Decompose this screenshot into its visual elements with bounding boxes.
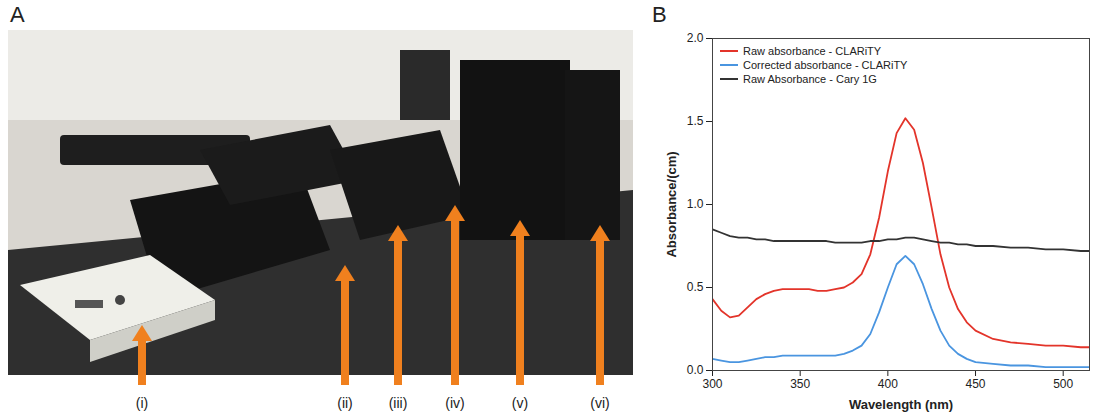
svg-text:350: 350 [790,377,810,391]
svg-text:1.0: 1.0 [687,197,704,211]
svg-text:(ii): (ii) [337,395,353,411]
svg-text:0.0: 0.0 [687,363,704,377]
svg-text:(iii): (iii) [389,395,408,411]
svg-text:300: 300 [702,377,722,391]
svg-text:1.5: 1.5 [687,114,704,128]
svg-text:2.0: 2.0 [687,31,704,45]
svg-text:Absorbance/(cm): Absorbance/(cm) [664,151,679,257]
svg-text:0.5: 0.5 [687,280,704,294]
html-text:B: B [652,2,667,27]
svg-text:(i): (i) [136,395,148,411]
svg-text:A: A [10,2,25,27]
svg-text:450: 450 [966,377,986,391]
svg-text:(vi): (vi) [590,395,609,411]
svg-text:(iv): (iv) [445,395,464,411]
svg-text:400: 400 [878,377,898,391]
svg-text:(v): (v) [512,395,528,411]
html-text:Corrected absorbance - CLARiTY: Corrected absorbance - CLARiTY [743,59,908,71]
html-text:Raw absorbance - CLARiTY: Raw absorbance - CLARiTY [743,45,882,57]
svg-text:500: 500 [1053,377,1073,391]
html-text:Raw Absorbance - Cary 1G: Raw Absorbance - Cary 1G [743,73,877,85]
svg-text:Wavelength (nm): Wavelength (nm) [849,397,953,412]
